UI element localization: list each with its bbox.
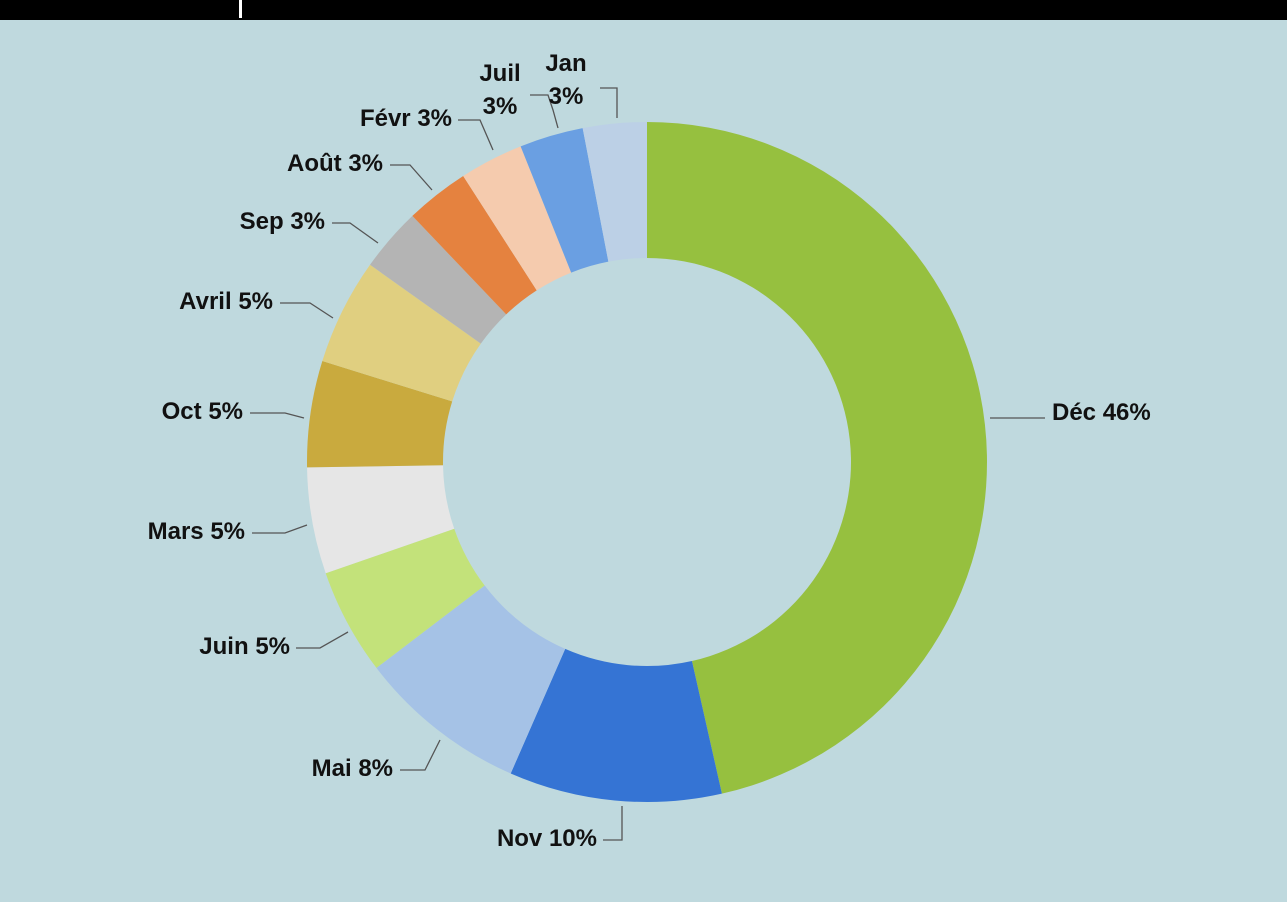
leader-line xyxy=(458,119,494,151)
slice-label: Mai 8% xyxy=(312,755,393,782)
slice-label: Févr 3% xyxy=(360,105,452,132)
leader-line xyxy=(390,164,433,191)
leader-line xyxy=(600,87,618,118)
slice-value: 3% xyxy=(348,150,383,177)
slice-label: Oct 5% xyxy=(162,398,243,425)
slice-value: 3% xyxy=(290,208,325,235)
slice-label: Nov 10% xyxy=(497,825,597,852)
slice-category: Févr xyxy=(360,105,411,132)
slice-value: 5% xyxy=(208,398,243,425)
donut-slice xyxy=(647,122,987,794)
slice-label: Sep 3% xyxy=(240,208,325,235)
slice-label: Jan 3% xyxy=(545,50,586,110)
slice-category: Mars xyxy=(148,518,204,545)
donut-slice xyxy=(510,648,722,802)
donut-slice xyxy=(370,215,507,344)
leader-line xyxy=(280,302,334,319)
donut-slice xyxy=(376,585,566,774)
leader-line xyxy=(530,94,559,129)
donut-slice xyxy=(307,465,455,574)
leader-line xyxy=(296,631,349,649)
slice-value: 46% xyxy=(1103,399,1151,426)
donut-slice xyxy=(520,128,609,273)
slice-label: Avril 5% xyxy=(179,288,273,315)
slice-category: Jan xyxy=(545,50,586,77)
slice-category: Oct xyxy=(162,398,202,425)
slice-value: 3% xyxy=(417,105,452,132)
donut-slice xyxy=(582,122,647,262)
slice-category: Sep xyxy=(240,208,284,235)
slice-value: 3% xyxy=(549,83,584,110)
leader-line xyxy=(332,222,379,244)
slice-label: Déc 46% xyxy=(1052,399,1151,426)
donut-slice xyxy=(322,264,481,402)
slice-category: Juil xyxy=(479,60,520,87)
slice-value: 3% xyxy=(483,93,518,120)
donut-slice xyxy=(325,528,485,668)
leader-line xyxy=(400,739,441,771)
slice-category: Juin xyxy=(199,633,248,660)
donut-slice xyxy=(307,361,453,468)
slice-value: 5% xyxy=(238,288,273,315)
top-bar-marker xyxy=(239,0,242,18)
slice-value: 10% xyxy=(549,825,597,852)
leader-line xyxy=(603,806,623,841)
slice-category: Août xyxy=(287,150,342,177)
slice-label: Août 3% xyxy=(287,150,383,177)
slice-category: Mai xyxy=(312,755,352,782)
slice-label: Mars 5% xyxy=(148,518,245,545)
slice-category: Nov xyxy=(497,825,543,852)
donut-slice xyxy=(412,175,537,315)
slice-category: Déc xyxy=(1052,399,1096,426)
slice-value: 5% xyxy=(255,633,290,660)
slice-label: Juin 5% xyxy=(199,633,290,660)
slice-label: Juil 3% xyxy=(479,60,520,120)
donut-slice xyxy=(463,146,572,291)
top-bar xyxy=(0,0,1287,20)
leader-line xyxy=(250,412,305,419)
leader-line xyxy=(252,524,308,534)
slice-value: 5% xyxy=(210,518,245,545)
slice-value: 8% xyxy=(358,755,393,782)
slice-category: Avril xyxy=(179,288,231,315)
